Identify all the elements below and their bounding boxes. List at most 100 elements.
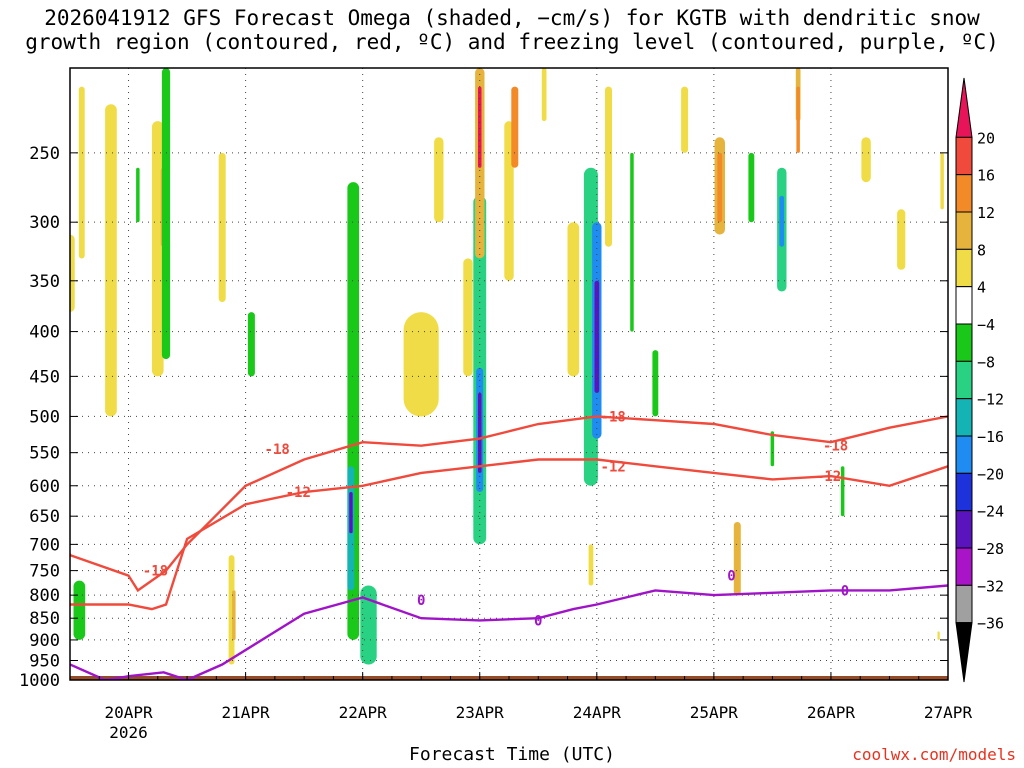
y-tick-label-750: 750 xyxy=(29,562,60,582)
colorbar-box-6 xyxy=(955,323,973,362)
omega-blob-37 xyxy=(594,280,600,393)
omega-blob-42 xyxy=(681,86,689,153)
contour-label-7: -12 xyxy=(816,469,841,485)
colorbar-top-arrow xyxy=(955,77,973,138)
colorbar-box-2 xyxy=(955,174,973,213)
omega-blob-10 xyxy=(105,104,117,417)
colorbar-box-1 xyxy=(955,136,973,176)
contour-line-freezing xyxy=(70,584,948,680)
colorbar-box-8 xyxy=(955,398,973,437)
colorbar-label-9: −20 xyxy=(977,465,1004,483)
y-tick-label-300: 300 xyxy=(29,213,60,233)
colorbar-box-9 xyxy=(955,435,973,474)
y-tick-label-350: 350 xyxy=(29,272,60,292)
omega-blob-51 xyxy=(770,431,775,467)
contour-label-3: -18 xyxy=(823,439,848,455)
omega-blob-24 xyxy=(434,137,444,223)
omega-blob-44 xyxy=(717,152,723,223)
colorbar-label-8: −16 xyxy=(977,428,1004,446)
colorbar-box-12 xyxy=(955,547,973,586)
colorbar-label-10: −24 xyxy=(977,503,1004,521)
y-tick-label-250: 250 xyxy=(29,144,60,164)
x-tick-label-22APR: 22APR xyxy=(339,703,388,722)
colorbar-label-13: −36 xyxy=(977,615,1004,633)
x-axis-label: Forecast Time (UTC) xyxy=(409,744,615,765)
x-tick-label-20APR: 20APR xyxy=(104,703,153,722)
omega-blob-7 xyxy=(73,580,86,640)
omega-blob-54 xyxy=(897,209,906,270)
y-tick-label-450: 450 xyxy=(29,367,60,387)
omega-blob-21 xyxy=(349,492,353,534)
colorbar-box-3 xyxy=(955,211,973,250)
omega-blob-46 xyxy=(748,152,755,223)
omega-blob-53 xyxy=(861,137,871,183)
x-tick-sublabel-year: 2026 xyxy=(109,723,148,742)
omega-blob-55 xyxy=(940,152,944,210)
colorbar-label-4: 4 xyxy=(977,279,986,297)
chart-title-line-1: 2026041912 GFS Forecast Omega (shaded, −… xyxy=(44,6,980,30)
omega-blob-23 xyxy=(403,312,439,417)
y-tick-label-1000: 1000 xyxy=(19,671,60,691)
omega-blob-41 xyxy=(652,350,659,417)
omega-blob-15 xyxy=(218,152,226,302)
contour-label-5: -12 xyxy=(286,485,311,501)
omega-blob-0 xyxy=(18,460,24,681)
y-tick-label-600: 600 xyxy=(29,477,60,497)
omega-blob-1 xyxy=(20,332,26,446)
colorbar-label-2: 12 xyxy=(977,204,995,222)
chart-title-line-2: growth region (contoured, red, ºC) and f… xyxy=(25,30,999,54)
contour-line--12 xyxy=(70,458,948,611)
contour-label-9: 0 xyxy=(534,613,542,629)
omega-blob-34 xyxy=(567,222,580,377)
contour-label-1: -18 xyxy=(265,442,290,458)
contour-label-6: -12 xyxy=(601,459,626,475)
omega-blob-48 xyxy=(779,195,785,247)
omega-blob-12 xyxy=(151,121,164,377)
omega-blob-45 xyxy=(733,522,741,596)
colorbar-label-12: −32 xyxy=(977,577,1004,595)
contour-label-11: 0 xyxy=(841,583,849,599)
omega-blob-39 xyxy=(605,86,612,247)
colorbar-bottom-arrow xyxy=(955,622,973,683)
contour-label-0: -18 xyxy=(143,564,168,580)
y-tick-label-850: 850 xyxy=(29,609,60,629)
omega-blob-18 xyxy=(232,590,236,640)
omega-blob-8 xyxy=(70,234,75,312)
credit-link[interactable]: coolwx.com/models xyxy=(852,745,1016,764)
colorbar-label-7: −12 xyxy=(977,391,1004,409)
omega-blob-14 xyxy=(161,68,171,360)
omega-blob-11 xyxy=(136,167,140,223)
omega-blob-52 xyxy=(840,466,845,517)
x-tick-label-26APR: 26APR xyxy=(807,703,856,722)
omega-blob-30 xyxy=(478,86,482,168)
x-tick-label-21APR: 21APR xyxy=(222,703,271,722)
colorbar: 20 16 12 8 4 −4 −8 −12 −16 −20 −24 −28 −32 −36 xyxy=(955,77,1004,683)
colorbar-box-7 xyxy=(955,360,973,400)
omega-blob-2 xyxy=(22,350,24,401)
omega-blob-56 xyxy=(937,631,940,640)
omega-blob-16 xyxy=(247,312,255,377)
y-tick-label-400: 400 xyxy=(29,323,60,343)
y-tick-label-800: 800 xyxy=(29,586,60,606)
chart-title: 2026041912 GFS Forecast Omega (shaded, −… xyxy=(0,6,1024,54)
omega-blob-4 xyxy=(27,68,31,121)
omega-blob-38 xyxy=(588,544,594,586)
omega-blob-22 xyxy=(360,585,377,665)
omega-blob-33 xyxy=(541,68,547,122)
omega-blob-32 xyxy=(511,86,519,168)
colorbar-box-4 xyxy=(955,248,973,288)
contour-label-10: 0 xyxy=(727,569,735,585)
colorbar-label-0: 20 xyxy=(977,129,995,147)
omega-blob-3 xyxy=(17,350,29,510)
contour-label-2: -18 xyxy=(601,409,626,425)
colorbar-label-1: 16 xyxy=(977,167,995,185)
x-tick-label-25APR: 25APR xyxy=(690,703,739,722)
omega-blob-50 xyxy=(796,86,800,153)
colorbar-box-13 xyxy=(955,584,973,624)
y-tick-label-700: 700 xyxy=(29,535,60,555)
colorbar-box-10 xyxy=(955,472,973,512)
omega-blob-25 xyxy=(463,258,473,377)
contour-label-8: 0 xyxy=(417,593,425,609)
colorbar-label-11: −28 xyxy=(977,540,1004,558)
